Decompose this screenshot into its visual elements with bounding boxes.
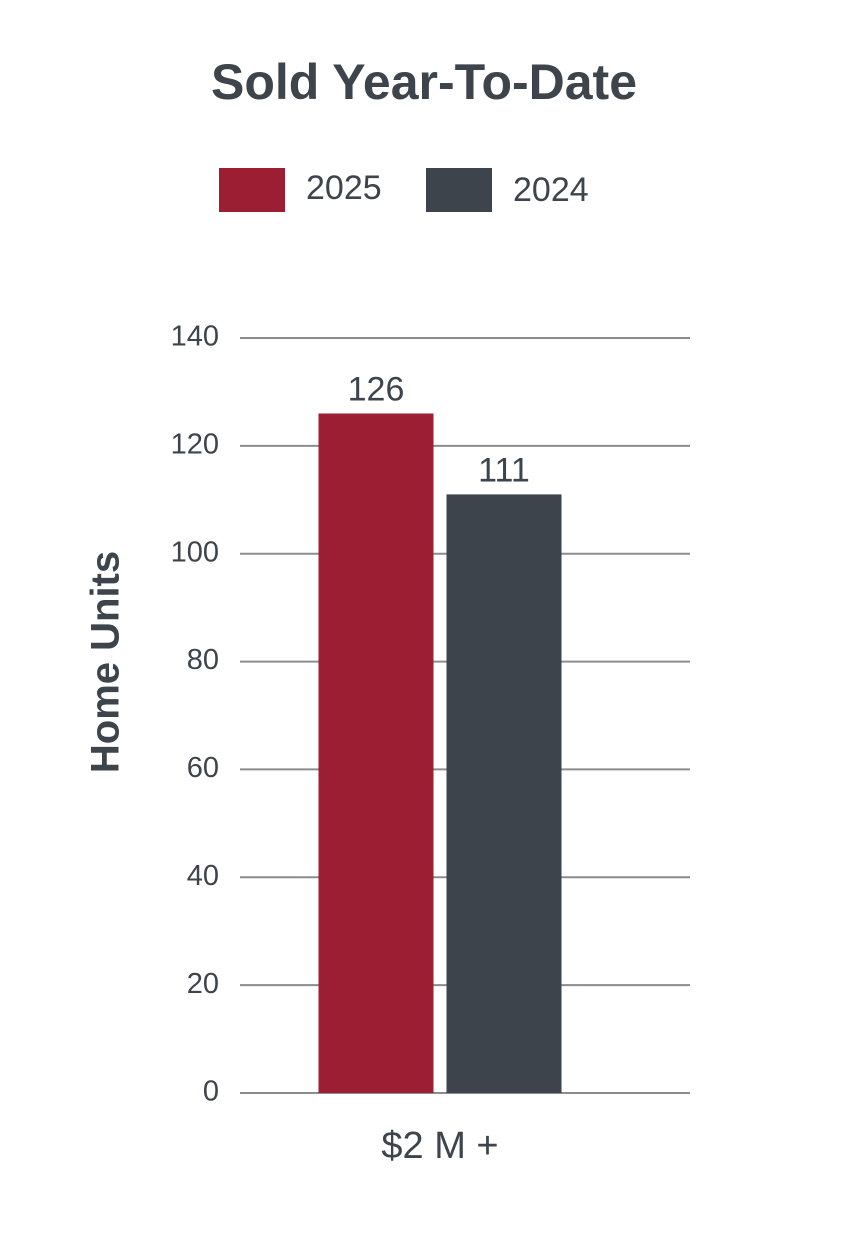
x-tick-label: $2 M + bbox=[381, 1125, 498, 1167]
y-tick-label: 100 bbox=[171, 536, 219, 568]
y-tick-label: 140 bbox=[171, 321, 219, 353]
y-axis-label: Home Units bbox=[84, 551, 128, 773]
y-tick-label: 80 bbox=[187, 644, 219, 676]
bar bbox=[318, 413, 434, 1093]
y-tick-label: 120 bbox=[171, 429, 219, 461]
value-label: 111 bbox=[478, 451, 530, 489]
bar bbox=[446, 494, 562, 1094]
chart-title: Sold Year-To-Date bbox=[211, 54, 637, 110]
y-tick-label: 20 bbox=[187, 968, 219, 1000]
y-tick-label: 0 bbox=[203, 1076, 219, 1108]
y-tick-label: 60 bbox=[187, 752, 219, 784]
y-tick-label: 40 bbox=[187, 860, 219, 892]
legend-label: 2024 bbox=[513, 171, 589, 209]
legend-swatch bbox=[219, 168, 285, 212]
legend-swatch bbox=[426, 168, 492, 212]
value-label: 126 bbox=[348, 370, 405, 408]
legend-label: 2025 bbox=[306, 169, 382, 207]
